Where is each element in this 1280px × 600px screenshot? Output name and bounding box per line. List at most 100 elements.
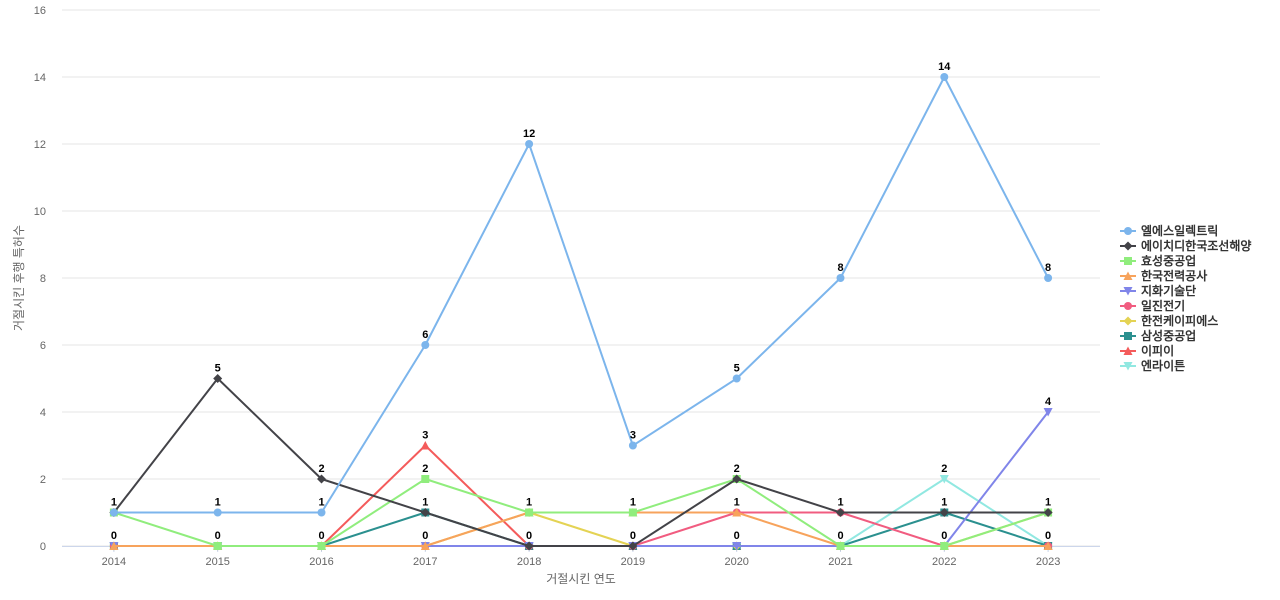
series-line-3 [112, 478, 1050, 547]
data-point-1-2018 [525, 140, 534, 148]
legend-item-5[interactable]: 지화기술단 [1120, 283, 1196, 298]
data-point-1-2015 [213, 508, 222, 517]
legend-label-9: 이피이 [1141, 343, 1174, 358]
data-point-2-2020 [732, 474, 742, 484]
y-tick-label-16: 16 [34, 5, 46, 17]
legend-item-6[interactable]: 일진전기 [1120, 298, 1185, 313]
data-label: 1 [734, 497, 740, 509]
legend-marker-3 [1124, 257, 1132, 265]
x-tick-label-2014: 2014 [102, 556, 126, 568]
y-tick-label-6: 6 [40, 340, 46, 352]
data-point-2-2019 [628, 541, 638, 551]
legend-label-6: 일진전기 [1141, 298, 1185, 313]
data-point-1-2023 [1044, 274, 1053, 282]
y-tick-label-12: 12 [34, 139, 46, 151]
legend-label-10: 엔라이튼 [1141, 358, 1185, 373]
data-point-4-2020 [732, 508, 742, 517]
data-point-5-2023 [1043, 408, 1053, 417]
series-line-7 [112, 511, 1050, 547]
legend-label-5: 지화기술단 [1141, 283, 1196, 298]
x-tick-label-2022: 2022 [932, 556, 956, 568]
legend-marker-5 [1123, 287, 1133, 296]
legend-item-3[interactable]: 효성중공업 [1120, 254, 1196, 268]
data-label: 0 [837, 530, 843, 542]
x-axis-title: 거절시킨 연도 [546, 572, 616, 586]
legend-item-7[interactable]: 한전케이피에스 [1120, 313, 1218, 328]
data-label: 2 [941, 463, 947, 475]
legend-item-9[interactable]: 이피이 [1120, 343, 1174, 358]
data-label: 1 [215, 497, 221, 509]
data-label: 0 [1045, 530, 1051, 542]
data-label: 2 [422, 463, 428, 475]
series-7 [109, 508, 1053, 551]
legend-marker-7 [1123, 316, 1133, 326]
series-1 [109, 73, 1053, 517]
x-tick-label-2018: 2018 [517, 556, 541, 568]
series-line-2 [112, 377, 1050, 547]
data-label: 5 [734, 363, 740, 375]
data-label: 1 [630, 497, 636, 509]
series-line-1 [112, 76, 1050, 514]
series-lines [109, 73, 1053, 551]
legend-marker-2 [1123, 241, 1133, 251]
legend-label-3: 효성중공업 [1141, 254, 1196, 268]
series-line-9 [112, 444, 1050, 547]
legend-marker-6 [1124, 302, 1132, 310]
data-point-5-2020 [732, 542, 742, 551]
legend-item-8[interactable]: 삼성중공업 [1120, 328, 1196, 343]
data-label: 1 [318, 497, 324, 509]
data-point-10-2022 [939, 475, 949, 484]
data-point-2-2015 [213, 374, 223, 383]
x-tick-label-2015: 2015 [205, 556, 229, 568]
data-label: 0 [941, 530, 947, 542]
legend-label-8: 삼성중공업 [1141, 328, 1196, 343]
data-point-1-2022 [940, 73, 949, 81]
data-point-3-2021 [836, 542, 845, 550]
y-tick-label-14: 14 [34, 72, 46, 84]
legend-item-2[interactable]: 에이치디한국조선해양 [1120, 238, 1251, 253]
data-label: 1 [111, 497, 117, 509]
data-point-3-2017 [421, 475, 430, 483]
legend-item-1[interactable]: 엘에스일렉트릭 [1120, 223, 1218, 238]
data-label: 2 [734, 463, 740, 475]
data-point-3-2022 [940, 542, 949, 550]
data-label: 8 [1045, 262, 1051, 274]
data-label: 1 [837, 497, 843, 509]
data-point-4-2014 [109, 541, 119, 550]
data-point-2-2022 [939, 508, 949, 517]
legend-item-10[interactable]: 엔라이튼 [1120, 358, 1185, 373]
data-point-1-2014 [109, 508, 118, 517]
y-tick-label-8: 8 [40, 273, 46, 285]
legend-item-4[interactable]: 한국전력공사 [1120, 268, 1207, 283]
data-point-1-2016 [317, 508, 326, 517]
data-point-2-2021 [836, 508, 845, 517]
data-label: 3 [422, 430, 428, 442]
legend-label-7: 한전케이피에스 [1141, 313, 1218, 328]
data-point-9-2017 [420, 441, 430, 450]
data-label: 2 [318, 463, 324, 475]
legend-marker-9 [1123, 346, 1133, 355]
data-point-3-2016 [317, 542, 326, 550]
legend-label-2: 에이치디한국조선해양 [1141, 238, 1251, 253]
data-label: 0 [734, 530, 740, 542]
data-label: 5 [215, 363, 221, 375]
data-label: 0 [422, 530, 428, 542]
x-tick-label-2017: 2017 [413, 556, 437, 568]
grid-lines [62, 9, 1100, 547]
data-label: 0 [215, 530, 221, 542]
data-label: 0 [111, 530, 117, 542]
legend-marker-1 [1124, 227, 1132, 235]
data-point-1-2021 [836, 274, 845, 282]
data-label: 8 [837, 262, 843, 274]
data-label: 0 [318, 530, 324, 542]
x-tick-label-2016: 2016 [309, 556, 333, 568]
data-point-2-2023 [1043, 508, 1053, 517]
data-label: 14 [938, 61, 951, 73]
y-tick-label-4: 4 [40, 407, 46, 419]
legend-marker-4 [1123, 271, 1133, 280]
data-point-2-2018 [524, 541, 534, 551]
